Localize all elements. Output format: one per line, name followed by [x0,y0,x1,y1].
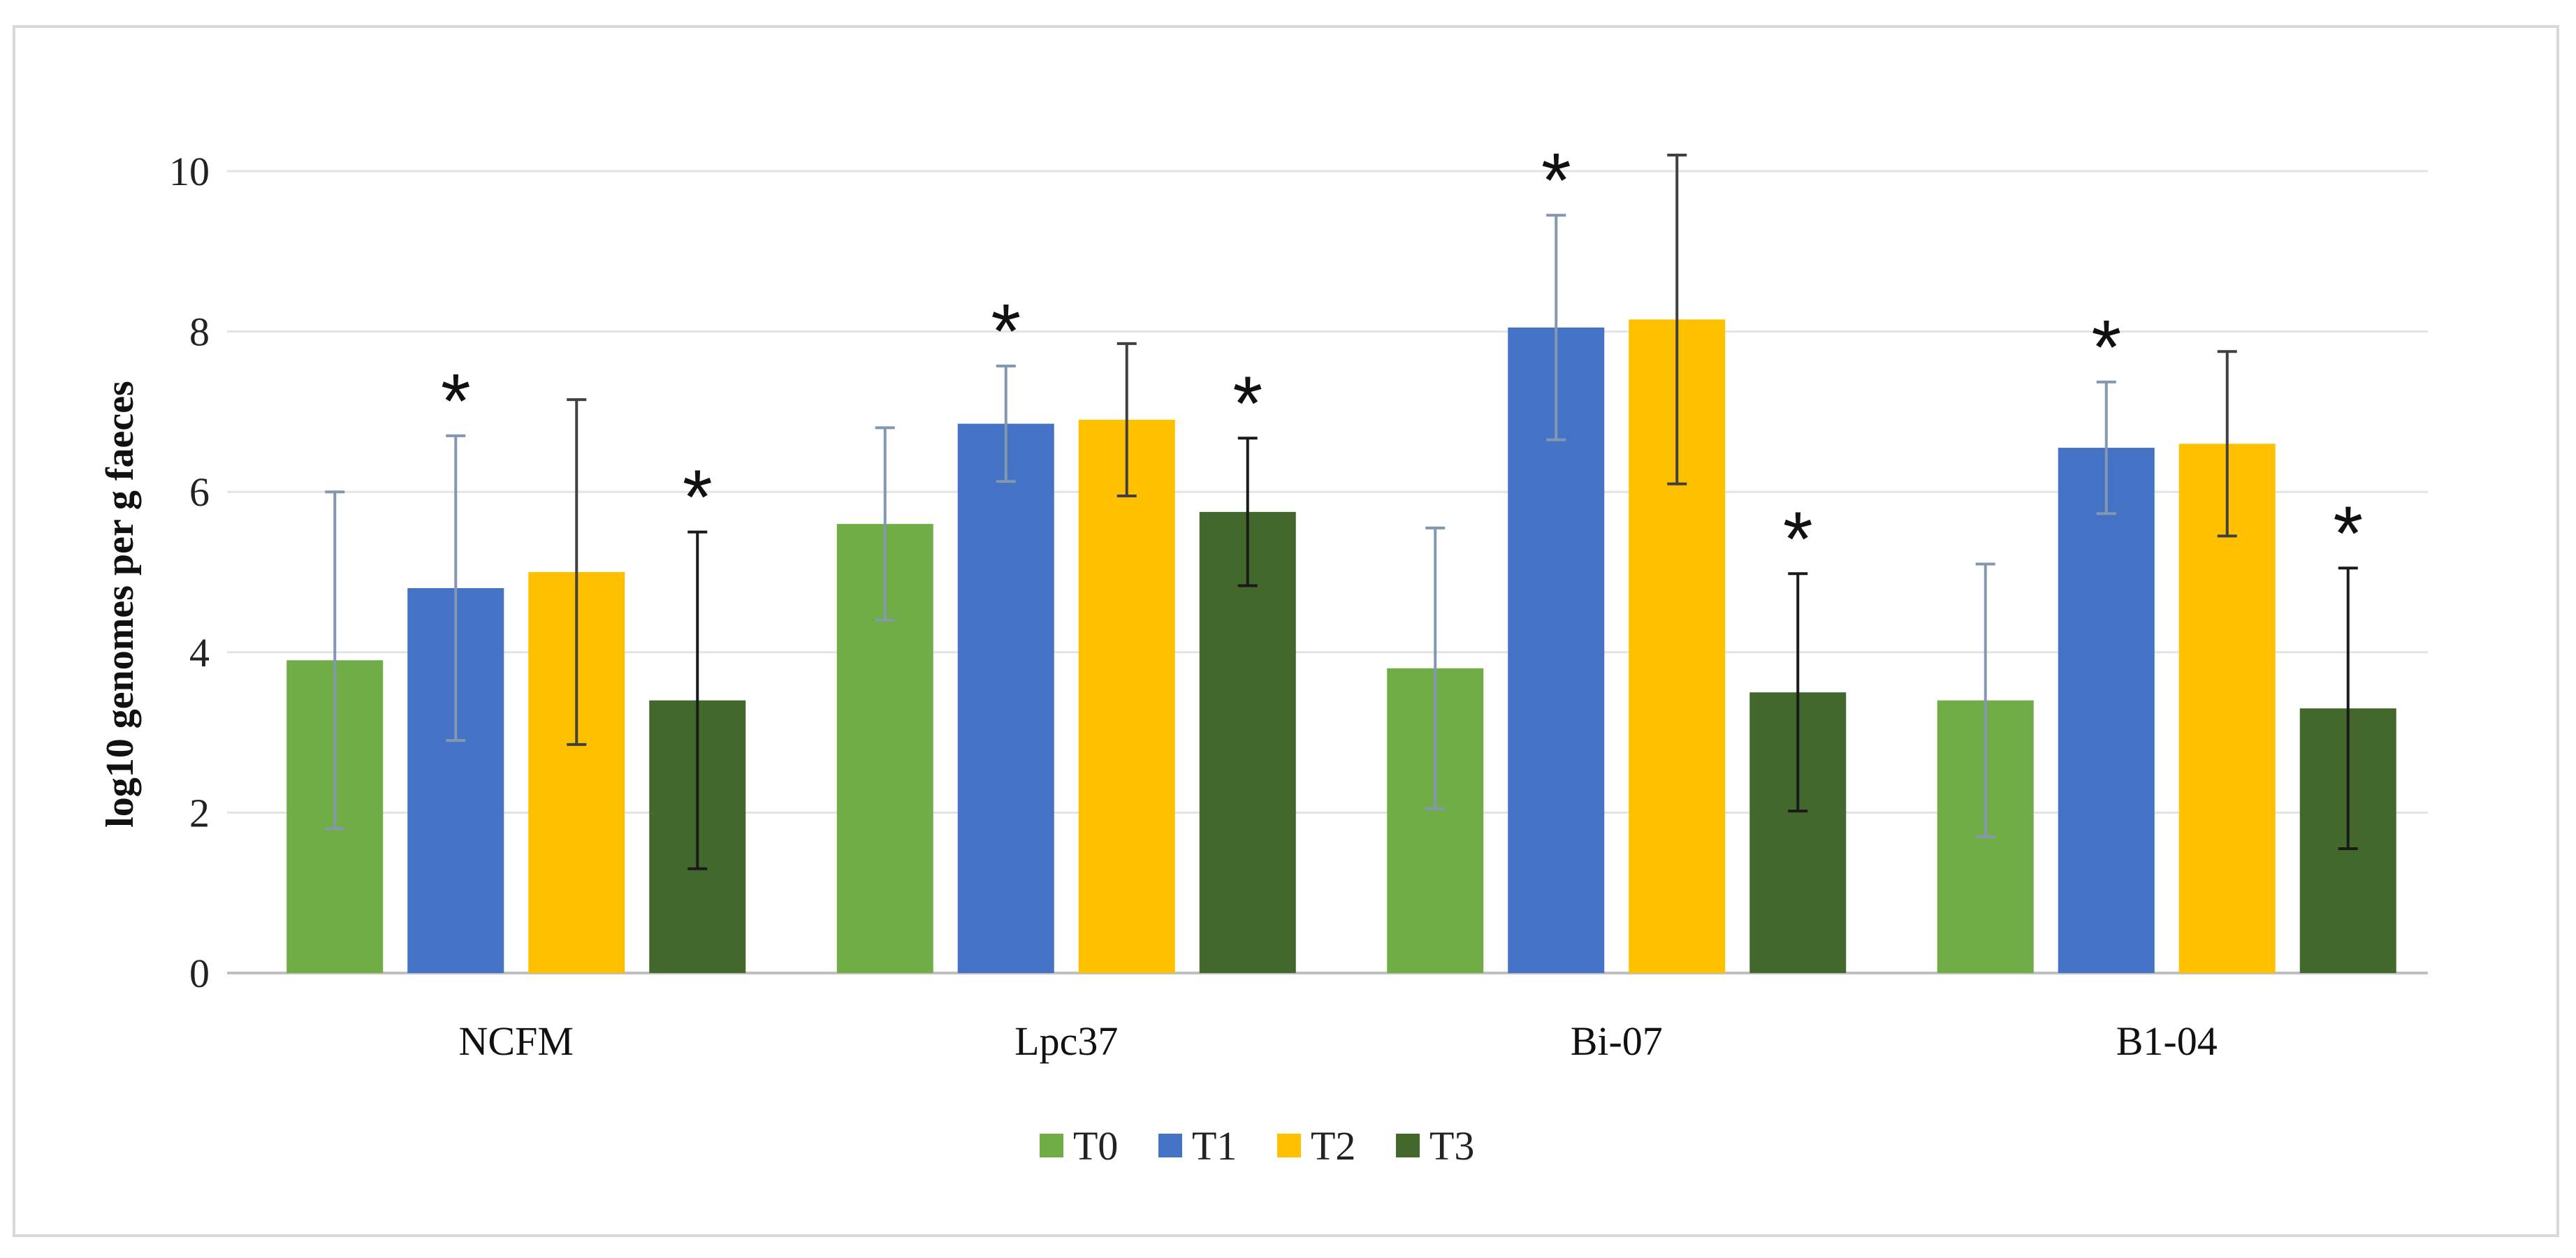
y-tick-label: 4 [189,630,210,675]
legend-label: T3 [1429,1123,1474,1169]
y-tick-label: 0 [189,951,210,996]
error-bar [875,426,895,622]
bar-t2-lpc37 [1078,419,1175,973]
legend-item-t2: T2 [1277,1123,1355,1169]
error-bar [2338,566,2358,851]
bar-t3-lpc37 [1199,511,1296,973]
error-bar [1788,572,1808,813]
x-category-label: Lpc37 [1014,1018,1118,1064]
error-bar [2217,350,2237,538]
error-bar [687,530,708,870]
x-category-label: B1-04 [2116,1018,2218,1064]
significance-star: * [2333,490,2363,576]
legend-swatch [1040,1134,1063,1157]
legend-label: T0 [1073,1123,1118,1169]
legend-swatch [1396,1134,1420,1157]
y-tick-label: 10 [169,149,210,194]
error-bar [1667,154,1687,485]
error-bar [1237,437,1258,587]
significance-star: * [1541,138,1571,224]
legend-item-t0: T0 [1040,1123,1118,1169]
error-bar [1425,526,1446,810]
significance-star: * [683,455,713,541]
error-bar [1546,214,1566,441]
error-bar [567,398,587,746]
y-tick-label: 8 [189,309,210,355]
x-category-label: Bi-07 [1571,1018,1663,1064]
legend-label: T2 [1311,1123,1355,1169]
bar-t1-lpc37 [957,423,1054,973]
y-tick-label: 6 [189,469,210,515]
error-bar [325,490,345,831]
legend-swatch [1158,1134,1182,1157]
error-bar [1975,562,1995,838]
legend-swatch [1277,1134,1301,1157]
y-tick-label: 2 [189,790,210,835]
error-bar [446,434,466,743]
x-category-label: NCFM [459,1018,574,1064]
error-bar [1116,342,1137,497]
y-axis-label: log10 genomes per g faeces [99,381,142,828]
bar-t1-b1-04 [2058,448,2155,973]
significance-star: * [1783,496,1813,582]
legend-item-t3: T3 [1396,1123,1474,1169]
significance-star: * [441,358,471,444]
significance-star: * [2091,305,2121,390]
error-bar [2096,380,2116,515]
significance-star: * [991,288,1021,374]
error-bar [996,364,1016,483]
legend-item-t1: T1 [1158,1123,1237,1169]
legend-label: T1 [1192,1123,1237,1169]
significance-star: * [1232,360,1262,446]
